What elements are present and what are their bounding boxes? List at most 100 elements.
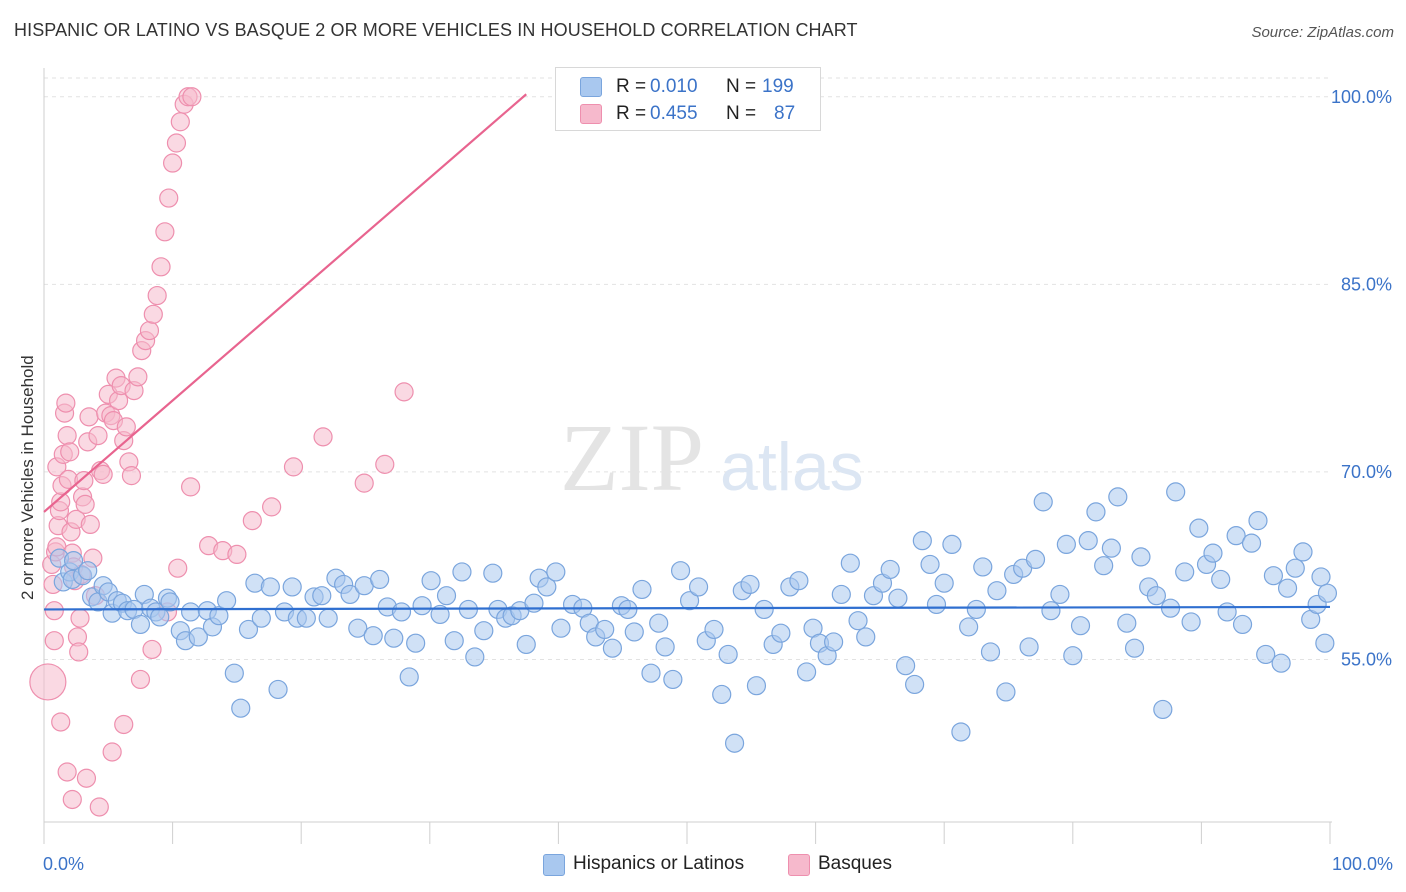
basques-point	[62, 789, 82, 810]
hispanics-point	[406, 633, 426, 653]
hispanics-point	[740, 574, 760, 595]
hispanics-point	[718, 644, 738, 665]
basques-point	[168, 558, 188, 578]
hispanics-point	[796, 662, 817, 682]
legend-swatch-basques	[580, 104, 602, 124]
legend-n-label: N =	[726, 103, 757, 124]
hispanics-point	[641, 663, 661, 683]
basques-point	[394, 382, 414, 402]
hispanics-point	[1019, 637, 1039, 657]
hispanics-point	[370, 569, 390, 590]
watermark-atlas: atlas	[720, 429, 864, 505]
basques-point	[354, 473, 374, 493]
hispanics-point	[436, 586, 457, 606]
source-label: Source: ZipAtlas.com	[1251, 24, 1394, 41]
legend-r-label: R =	[616, 103, 647, 124]
hispanics-trend-line	[43, 605, 1331, 611]
basques-point	[114, 714, 134, 735]
hispanics-point	[712, 684, 732, 705]
hispanics-point	[1101, 538, 1121, 558]
correlation-legend: R = 0.010 N = 199 R = 0.455 N = 87	[555, 67, 821, 131]
hispanics-point	[618, 599, 638, 620]
hispanics-point	[1124, 638, 1145, 658]
hispanics-point	[224, 663, 244, 683]
hispanics-point	[754, 599, 774, 620]
hispanics-point	[934, 573, 954, 593]
y-tick-label: 85.0%	[1341, 274, 1392, 294]
hispanics-point	[789, 571, 809, 591]
hispanics-point	[312, 586, 332, 606]
hispanics-point	[746, 676, 767, 696]
hispanics-point	[655, 637, 675, 657]
hispanics-point	[856, 627, 876, 647]
basques-trend-line	[43, 93, 527, 513]
basques-point	[155, 222, 175, 242]
hispanics-point	[649, 613, 669, 633]
hispanics-point	[1181, 612, 1201, 632]
hispanics-point	[1232, 614, 1253, 635]
hispanics-point	[1226, 526, 1246, 546]
basques-point	[375, 454, 395, 474]
hispanics-point	[724, 733, 745, 753]
basques-point	[151, 257, 171, 277]
basques-point	[93, 464, 113, 484]
hispanics-point	[1311, 567, 1331, 587]
hispanics-point	[1056, 534, 1076, 555]
basques-point	[29, 663, 67, 701]
hispanics-point	[1086, 502, 1106, 522]
legend-n-label: N =	[726, 76, 757, 97]
basques-point	[76, 768, 97, 788]
basques-point	[69, 642, 89, 662]
hispanics-point	[251, 608, 271, 628]
hispanics-point	[1094, 556, 1114, 576]
hispanics-point	[679, 591, 700, 611]
x-tick-label: 0.0%	[43, 854, 84, 874]
hispanics-point	[268, 679, 288, 700]
basques-point	[262, 497, 282, 517]
hispanics-point	[1256, 644, 1276, 665]
basques-point	[89, 797, 109, 817]
basques-point	[143, 304, 163, 324]
basques-point	[182, 87, 202, 107]
hispanics-point	[260, 577, 280, 597]
basques-point	[60, 442, 80, 462]
hispanics-point	[1293, 542, 1313, 562]
hispanics-point	[391, 602, 412, 622]
basques-point	[70, 608, 90, 628]
watermark-zip: ZIP	[560, 404, 704, 511]
hispanics-point	[632, 579, 652, 600]
legend-n-value: 87	[774, 103, 796, 124]
hispanics-point	[483, 563, 503, 583]
hispanics-point	[282, 577, 302, 597]
hispanics-point	[888, 588, 908, 608]
hispanics-point	[663, 669, 683, 690]
hispanics-point	[624, 622, 644, 642]
hispanics-point	[465, 647, 485, 667]
hispanics-point	[942, 534, 962, 555]
basques-point	[142, 639, 162, 660]
hispanics-point	[1175, 562, 1195, 582]
basques-point	[147, 285, 167, 306]
hispanics-point	[1078, 531, 1098, 551]
legend-r-label: R =	[616, 76, 647, 97]
legend-r-value: 0.010	[650, 76, 698, 97]
basques-point	[57, 762, 77, 782]
hispanics-point	[980, 642, 1001, 662]
basques-point	[170, 112, 190, 132]
hispanics-point	[1025, 549, 1046, 570]
basques-point	[163, 153, 183, 173]
hispanics-point	[160, 592, 180, 612]
hispanics-point	[1131, 547, 1151, 567]
hispanics-point	[771, 623, 791, 643]
hispanics-point	[399, 667, 419, 687]
hispanics-point	[1211, 569, 1231, 590]
hispanics-point	[296, 608, 316, 628]
basques-point	[75, 494, 95, 514]
hispanics-point	[831, 584, 851, 605]
hispanics-point	[546, 562, 566, 582]
hispanics-point	[363, 626, 383, 646]
hispanics-point	[704, 619, 724, 640]
chart-title: HISPANIC OR LATINO VS BASQUE 2 OR MORE V…	[14, 20, 858, 40]
basques-point	[79, 407, 99, 427]
